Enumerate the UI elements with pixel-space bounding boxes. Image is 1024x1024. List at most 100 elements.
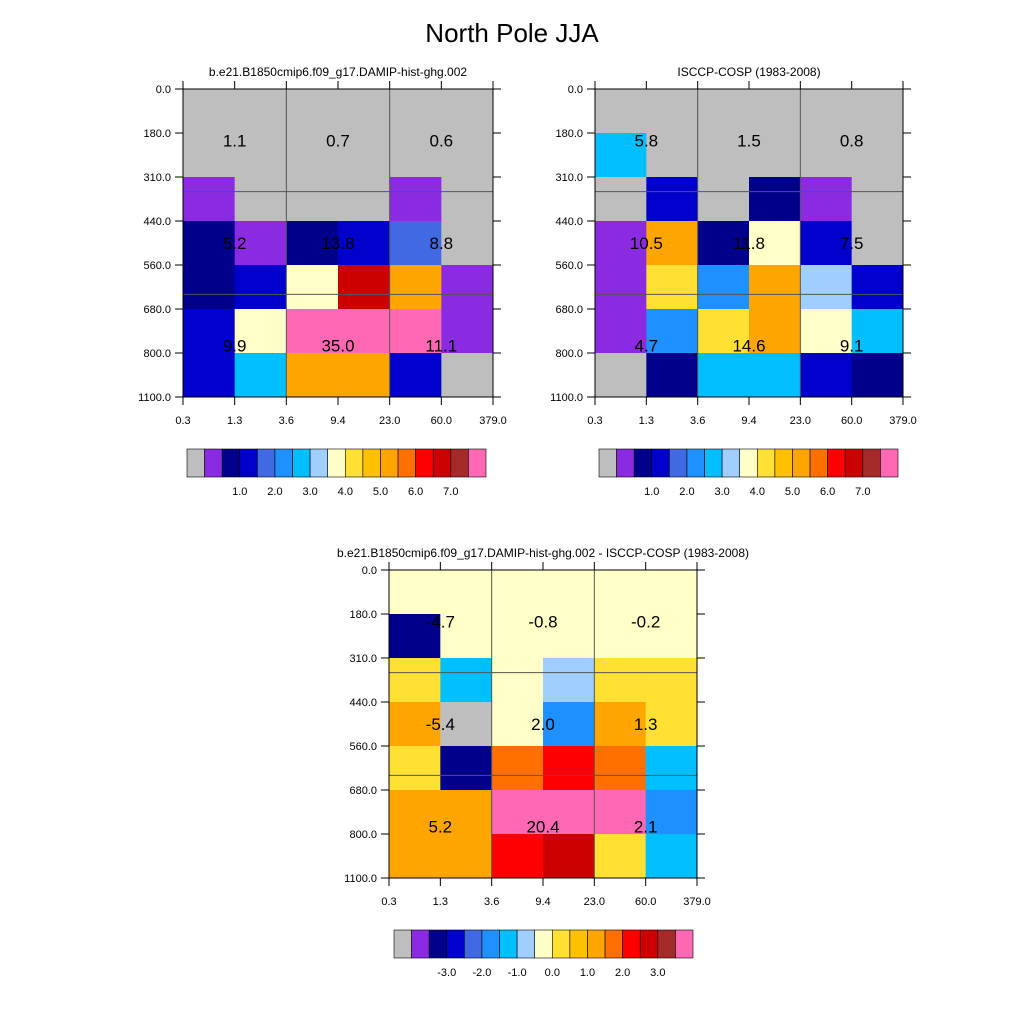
heatmap-cell	[749, 177, 801, 222]
colorbar-box	[569, 929, 588, 959]
colorbar-box	[516, 929, 536, 959]
heatmap-cell	[389, 353, 442, 398]
x-tick-label: 9.4	[330, 415, 345, 427]
block-value-label: 5.8	[635, 131, 659, 150]
block-value-label: 11.8	[733, 234, 765, 253]
block-value-label: -0.2	[631, 612, 660, 631]
heatmap-cell	[286, 133, 339, 178]
heatmap-cell	[389, 133, 442, 178]
heatmap-cell	[646, 89, 699, 134]
colorbar-box	[739, 448, 758, 478]
heatmap-cell	[491, 592, 544, 615]
heatmap-cell	[645, 658, 698, 703]
colorbar-box	[551, 929, 571, 959]
heatmap-cell	[645, 834, 698, 879]
heatmap-cell	[234, 309, 287, 354]
colorbar-box	[362, 448, 381, 478]
panel-title: b.e21.B1850cmip6.f09_g17.DAMIP-hist-ghg.…	[337, 546, 749, 560]
heatmap-cell	[441, 265, 494, 310]
x-tick-label: 379.0	[889, 415, 917, 427]
heatmap-cell	[441, 177, 494, 222]
colorbar-box	[880, 448, 899, 478]
heatmap-cell	[234, 177, 287, 222]
block-value-label: 8.8	[430, 234, 454, 253]
colorbar-box	[587, 929, 606, 959]
heatmap-cell	[595, 133, 647, 178]
heatmap-cell	[389, 834, 441, 879]
colorbar-box	[393, 929, 412, 959]
x-tick-label: 1.3	[227, 415, 242, 427]
colorbar-box	[639, 929, 659, 959]
x-tick-label: 0.3	[587, 415, 602, 427]
heatmap-cell	[595, 265, 647, 310]
colorbar-label: 7.0	[443, 486, 458, 498]
colorbar-box	[397, 448, 416, 478]
heatmap-cell	[543, 614, 595, 659]
heatmap-cell	[389, 592, 441, 615]
y-tick-label: 440.0	[143, 216, 171, 228]
colorbar-label: 4.0	[750, 486, 765, 498]
colorbar-box	[481, 929, 500, 959]
heatmap-cell	[491, 790, 544, 835]
heatmap-cell	[851, 221, 904, 266]
colorbar-box	[344, 448, 364, 478]
block-value-label: -0.8	[528, 612, 557, 631]
colorbar-label: 1.0	[232, 486, 247, 498]
heatmap-cell	[851, 133, 904, 178]
colorbar-label: 7.0	[855, 486, 870, 498]
heatmap-cell	[286, 353, 339, 398]
heatmap-cell	[595, 353, 647, 398]
heatmap-cell	[286, 309, 339, 354]
colorbar-box	[686, 448, 705, 478]
heatmap-cell	[234, 221, 287, 266]
colorbar-label: 6.0	[820, 486, 835, 498]
y-tick-label: 1100.0	[550, 392, 583, 404]
y-tick-label: 180.0	[143, 128, 171, 140]
heatmap-cell	[440, 592, 493, 615]
heatmap-cell	[851, 177, 904, 222]
heatmap-cell	[749, 265, 801, 310]
y-tick-label: 800.0	[555, 348, 583, 360]
heatmap-cell	[491, 614, 544, 659]
block-value-label: 7.5	[840, 234, 864, 253]
x-tick-label: 23.0	[584, 896, 605, 908]
heatmap-cell	[338, 353, 391, 398]
colorbar-label: 4.0	[338, 486, 353, 498]
heatmap-cell	[543, 702, 595, 747]
colorbar-box	[756, 448, 776, 478]
heatmap-cell	[594, 658, 647, 703]
colorbar-box	[274, 448, 293, 478]
heatmap-cell	[389, 746, 441, 791]
colorbar-label: 1.0	[644, 486, 659, 498]
x-tick-label: 3.6	[484, 896, 499, 908]
heatmap-cell	[491, 570, 544, 593]
colorbar-box	[257, 448, 276, 478]
y-tick-label: 560.0	[555, 260, 583, 272]
colorbar-box	[633, 448, 653, 478]
block-value-label: 13.8	[321, 234, 354, 253]
panel-title: ISCCP-COSP (1983-2008)	[677, 65, 820, 79]
heatmap-cell	[389, 614, 441, 659]
heatmap-cell	[697, 89, 750, 134]
heatmap-cell	[338, 221, 391, 266]
x-tick-label: 9.4	[535, 896, 550, 908]
y-tick-label: 560.0	[143, 260, 171, 272]
y-tick-label: 310.0	[143, 172, 171, 184]
heatmap-cell	[286, 221, 339, 266]
heatmap-cell	[440, 614, 493, 659]
heatmap-cell	[645, 790, 698, 835]
colorbar-label: 0.0	[545, 967, 560, 979]
heatmap-cell	[441, 89, 494, 134]
colorbar-box	[186, 448, 205, 478]
heatmap-cell	[646, 221, 699, 266]
y-tick-label: 180.0	[555, 128, 583, 140]
block-value-label: -4.7	[426, 612, 455, 631]
block-value-label: 5.2	[429, 818, 453, 837]
block-value-label: 20.4	[526, 818, 559, 837]
heatmap-cell	[183, 309, 236, 354]
heatmap-cell	[594, 614, 647, 659]
figure-title: North Pole JJA	[425, 18, 599, 48]
panel-3: 0.0 180.0 310.0 440.0 560.0 680.0 800.0 1100.0 0…	[337, 546, 749, 979]
heatmap-cell	[389, 790, 441, 835]
heatmap-cell	[800, 177, 853, 222]
